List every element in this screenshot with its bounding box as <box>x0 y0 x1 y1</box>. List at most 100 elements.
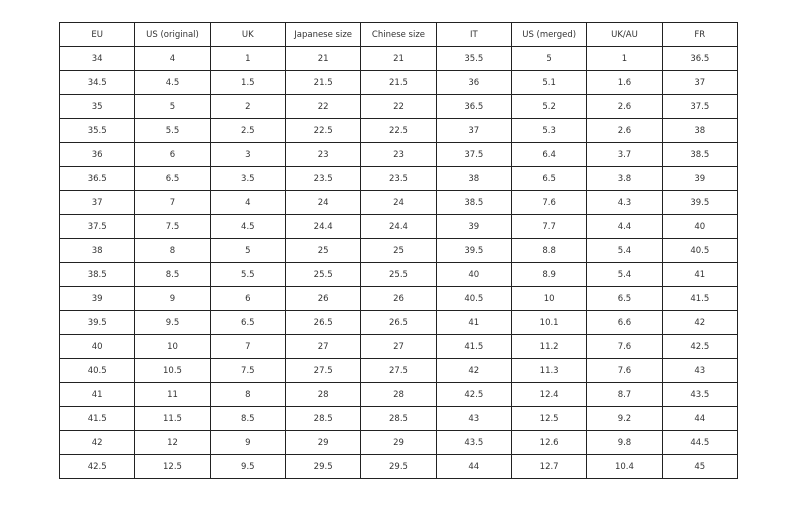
table-cell: 25 <box>360 238 437 263</box>
table-row: 35.5 5.5 2.5 22.5 22.5 37 5.3 2.6 38 <box>58 118 739 143</box>
table-cell: 37 <box>435 118 512 143</box>
table-cell: 5 <box>510 46 588 71</box>
table-cell: 5.5 <box>209 262 286 287</box>
table-cell: 8.7 <box>586 382 663 407</box>
table-cell: 42.5 <box>435 382 512 407</box>
table-cell: 4.5 <box>209 214 286 239</box>
table-cell: 40.5 <box>435 286 512 311</box>
table-cell: 11.3 <box>510 358 588 383</box>
table-cell: 7 <box>134 190 211 215</box>
table-cell: 35.5 <box>435 46 512 71</box>
table-cell: 37 <box>58 190 136 215</box>
table-cell: 7.5 <box>209 358 286 383</box>
table-cell: 6 <box>134 142 211 167</box>
table-cell: 5.3 <box>510 118 588 143</box>
table-cell: 2.5 <box>209 118 286 143</box>
table-cell: 2 <box>209 94 286 119</box>
table-cell: 36 <box>435 70 512 95</box>
table-cell: 4 <box>209 190 286 215</box>
table-cell: 27.5 <box>360 358 437 383</box>
table-cell: 36.5 <box>58 166 136 191</box>
table-cell: 12.5 <box>134 454 211 479</box>
table-cell: 12.5 <box>510 406 588 431</box>
table-cell: 44 <box>661 406 739 431</box>
table-cell: 37.5 <box>435 142 512 167</box>
table-cell: 28.5 <box>360 406 437 431</box>
table-cell: 38.5 <box>435 190 512 215</box>
column-header: US (merged) <box>510 22 588 47</box>
table-cell: 3.7 <box>586 142 663 167</box>
table-cell: 5.4 <box>586 238 663 263</box>
table-cell: 40 <box>435 262 512 287</box>
table-cell: 8 <box>134 238 211 263</box>
table-cell: 6.5 <box>209 310 286 335</box>
table-cell: 6.4 <box>510 142 588 167</box>
table-cell: 1.6 <box>586 70 663 95</box>
table-cell: 27.5 <box>284 358 362 383</box>
table-cell: 21.5 <box>360 70 437 95</box>
table-cell: 1.5 <box>209 70 286 95</box>
table-cell: 40.5 <box>58 358 136 383</box>
table-cell: 8.5 <box>134 262 211 287</box>
table-cell: 42 <box>661 310 739 335</box>
table-cell: 28 <box>284 382 362 407</box>
table-cell: 3.5 <box>209 166 286 191</box>
table-cell: 27 <box>284 334 362 359</box>
table-cell: 43 <box>435 406 512 431</box>
table-cell: 5 <box>209 238 286 263</box>
column-header: Japanese size <box>284 22 362 47</box>
size-conversion-table: EU US (original) UK Japanese size Chinese si… <box>58 22 739 479</box>
table-cell: 12.6 <box>510 430 588 455</box>
table-cell: 4 <box>134 46 211 71</box>
table-cell: 45 <box>661 454 739 479</box>
table-cell: 34.5 <box>58 70 136 95</box>
table-cell: 6.5 <box>586 286 663 311</box>
table-cell: 38.5 <box>58 262 136 287</box>
table-cell: 39.5 <box>58 310 136 335</box>
table-cell: 21 <box>360 46 437 71</box>
column-header: Chinese size <box>360 22 437 47</box>
table-cell: 27 <box>360 334 437 359</box>
table-cell: 22.5 <box>284 118 362 143</box>
table-cell: 10 <box>510 286 588 311</box>
table-row: 38.5 8.5 5.5 25.5 25.5 40 8.9 5.4 41 <box>58 262 739 287</box>
table-cell: 43 <box>661 358 739 383</box>
table-cell: 43.5 <box>661 382 739 407</box>
table-cell: 7.7 <box>510 214 588 239</box>
table-cell: 38.5 <box>661 142 739 167</box>
table-row: 39 9 6 26 26 40.5 10 6.5 41.5 <box>58 286 739 311</box>
table-row: 36.5 6.5 3.5 23.5 23.5 38 6.5 3.8 39 <box>58 166 739 191</box>
table-cell: 4.3 <box>586 190 663 215</box>
table-cell: 38 <box>58 238 136 263</box>
table-cell: 22 <box>284 94 362 119</box>
table-cell: 2.6 <box>586 94 663 119</box>
table-row: 34 4 1 21 21 35.5 5 1 36.5 <box>58 46 739 71</box>
table-cell: 3 <box>209 142 286 167</box>
table-cell: 42.5 <box>661 334 739 359</box>
table-cell: 40.5 <box>661 238 739 263</box>
table-row: 36 6 3 23 23 37.5 6.4 3.7 38.5 <box>58 142 739 167</box>
table-cell: 7.6 <box>586 358 663 383</box>
table-row: 34.5 4.5 1.5 21.5 21.5 36 5.1 1.6 37 <box>58 70 739 95</box>
table-cell: 42 <box>435 358 512 383</box>
table-row: 42.5 12.5 9.5 29.5 29.5 44 12.7 10.4 45 <box>58 454 739 479</box>
table-cell: 26.5 <box>284 310 362 335</box>
table-cell: 10.4 <box>586 454 663 479</box>
table-cell: 36 <box>58 142 136 167</box>
table-cell: 7.6 <box>510 190 588 215</box>
table-cell: 7 <box>209 334 286 359</box>
table-cell: 8 <box>209 382 286 407</box>
table-cell: 41 <box>58 382 136 407</box>
table-cell: 41.5 <box>58 406 136 431</box>
table-body: 34 4 1 21 21 35.5 5 1 36.5 34.5 4.5 1.5 21.5 21.5 36 5.… <box>58 46 739 479</box>
table-cell: 9.5 <box>134 310 211 335</box>
table-cell: 39.5 <box>435 238 512 263</box>
table-cell: 39 <box>661 166 739 191</box>
table-cell: 38 <box>661 118 739 143</box>
table-cell: 23 <box>284 142 362 167</box>
table-row: 40 10 7 27 27 41.5 11.2 7.6 42.5 <box>58 334 739 359</box>
table-cell: 26 <box>360 286 437 311</box>
table-cell: 9.8 <box>586 430 663 455</box>
column-header: UK <box>209 22 286 47</box>
table-cell: 25 <box>284 238 362 263</box>
